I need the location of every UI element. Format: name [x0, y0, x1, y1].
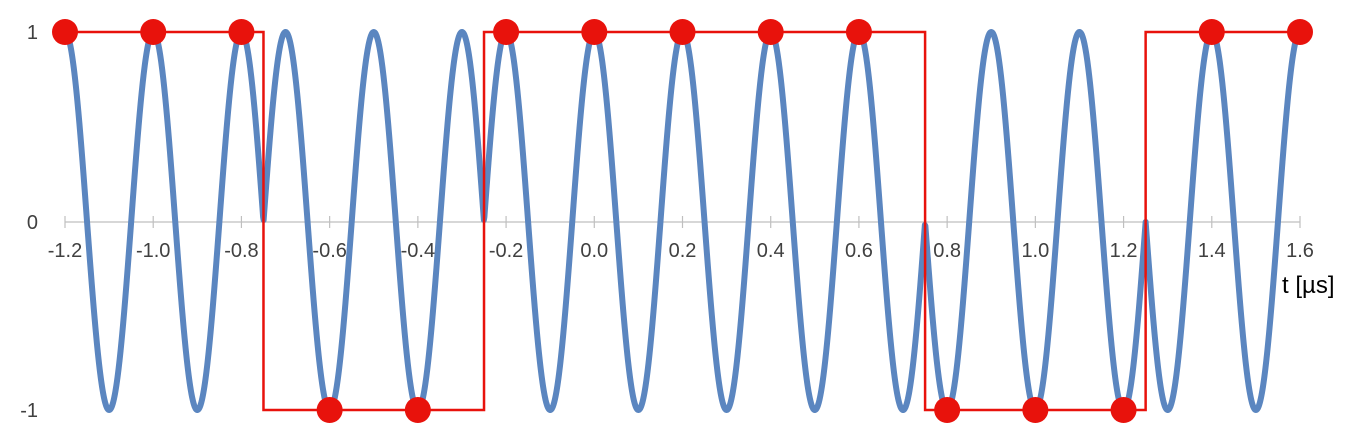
sample-point [845, 19, 872, 45]
x-tick-label: 1.4 [1198, 240, 1226, 262]
sample-point [1110, 397, 1137, 423]
x-tick-label: 0.8 [933, 240, 961, 262]
series-step [65, 30, 1300, 412]
sample-point [1287, 19, 1313, 45]
x-tick-label: 1.2 [1110, 240, 1138, 262]
y-tick-label: 1 [27, 22, 38, 44]
sample-point [140, 19, 167, 45]
x-axis-title: t [µs] [1282, 272, 1335, 299]
labels: -1.2 -1.0 -0.8 -0.6 -0.4 -0.2 0.0 0.2 0.4 0.6 0.8 1… [20, 22, 1314, 422]
x-tick-label: -1.2 [48, 240, 82, 262]
x-tick-label: 0.4 [757, 240, 785, 262]
axes [64, 216, 1301, 228]
y-tick-label: 0 [27, 212, 38, 234]
x-tick-label: -0.4 [401, 240, 435, 262]
y-tick-label: -1 [20, 400, 38, 422]
bit-step-line [65, 30, 1300, 412]
sample-point [228, 19, 255, 45]
sample-point [581, 19, 608, 45]
x-tick-label: 1.6 [1286, 240, 1314, 262]
sample-point [52, 19, 78, 45]
sample-point [1022, 397, 1049, 423]
x-tick-label: 0.6 [845, 240, 873, 262]
sample-point [1198, 19, 1225, 45]
sample-point [669, 19, 696, 45]
sample-point [934, 397, 961, 423]
sample-point [493, 19, 520, 45]
x-tick-label: 1.0 [1021, 240, 1049, 262]
x-tick-label: 0.2 [669, 240, 697, 262]
x-tick-label: -0.8 [224, 240, 258, 262]
x-tick-label: -0.6 [312, 240, 346, 262]
sample-point [316, 397, 343, 423]
sample-point [404, 397, 431, 423]
x-tick-label: -1.0 [136, 240, 170, 262]
x-tick-label: 0.0 [580, 240, 608, 262]
sample-point [757, 19, 784, 45]
x-tick-label: -0.2 [489, 240, 523, 262]
series-points [52, 19, 1313, 423]
